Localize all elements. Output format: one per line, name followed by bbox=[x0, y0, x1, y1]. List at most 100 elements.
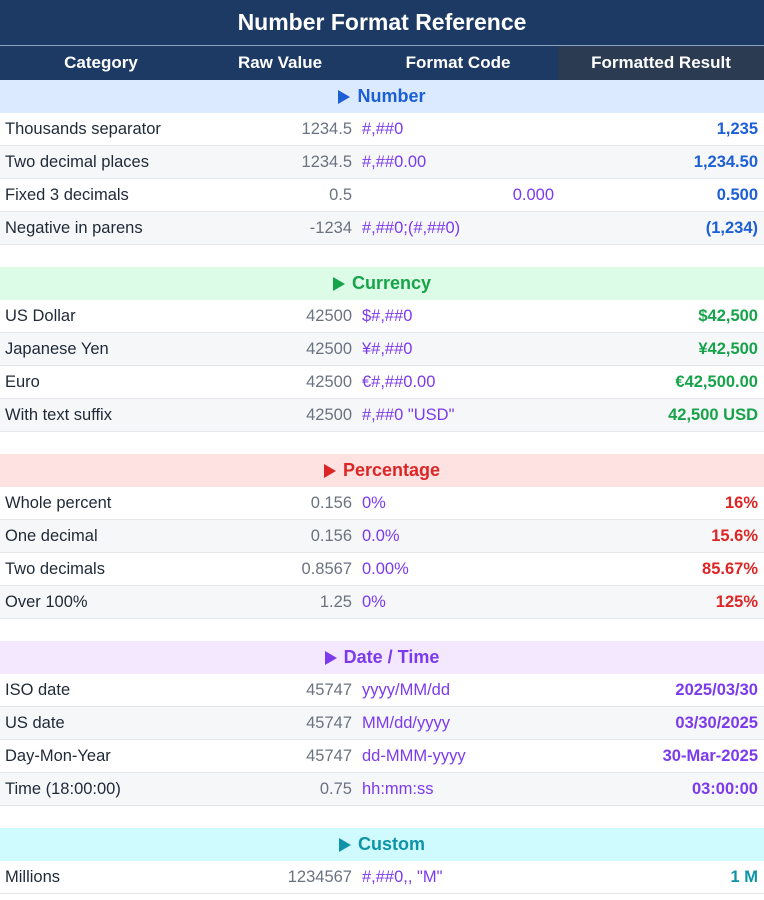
format-code-cell: 0.000 bbox=[512, 185, 554, 204]
raw-value-cell: 42500 bbox=[306, 339, 352, 358]
section-spacer bbox=[0, 806, 764, 828]
category-cell: Over 100% bbox=[5, 592, 88, 611]
section-header[interactable]: Currency bbox=[0, 267, 764, 300]
formatted-result-cell: 15.6% bbox=[711, 526, 758, 545]
expand-triangle-icon[interactable] bbox=[323, 463, 336, 478]
category-cell: Whole percent bbox=[5, 493, 112, 512]
raw-value-cell: 1234567 bbox=[287, 867, 352, 886]
table-row[interactable]: Fixed 3 decimals 0.5 0.000 0.500 bbox=[0, 179, 764, 212]
raw-value-cell: 1234.5 bbox=[301, 119, 352, 138]
format-code-cell: #,##0 bbox=[362, 119, 404, 138]
table-row[interactable]: ISO date 45747 yyyy/MM/dd 2025/03/30 bbox=[0, 674, 764, 707]
formatted-result-cell: 2025/03/30 bbox=[675, 680, 758, 699]
table-row[interactable]: One decimal 0.156 0.0% 15.6% bbox=[0, 520, 764, 553]
section-title: Number bbox=[357, 86, 426, 106]
format-code-cell: hh:mm:ss bbox=[362, 779, 434, 798]
raw-value-cell: 45747 bbox=[306, 713, 352, 732]
table-header: Category Raw Value Format Code Formatted… bbox=[0, 45, 764, 80]
section-title: Date / Time bbox=[343, 647, 440, 667]
raw-value-cell: -1234 bbox=[309, 218, 352, 237]
raw-value-cell: 0.75 bbox=[319, 779, 352, 798]
raw-value-cell: 0.156 bbox=[310, 526, 352, 545]
section-title: Currency bbox=[351, 273, 432, 293]
category-cell: Euro bbox=[5, 372, 40, 391]
column-header-category[interactable]: Category bbox=[64, 53, 138, 72]
formatted-result-cell: $42,500 bbox=[698, 306, 758, 325]
column-header-format-code[interactable]: Format Code bbox=[405, 53, 511, 72]
formatted-result-cell: 0.500 bbox=[716, 185, 758, 204]
format-code-cell: 0.0% bbox=[362, 526, 400, 545]
formatted-result-cell: 125% bbox=[715, 592, 758, 611]
table-row[interactable]: Day-Mon-Year 45747 dd-MMM-yyyy 30-Mar-2025 bbox=[0, 740, 764, 773]
table-row[interactable]: Two decimal places 1234.5 #,##0.00 1,234.50 bbox=[0, 146, 764, 179]
format-code-cell: #,##0;(#,##0) bbox=[362, 218, 461, 237]
raw-value-cell: 1234.5 bbox=[301, 152, 352, 171]
table-row[interactable]: Over 100% 1.25 0% 125% bbox=[0, 586, 764, 619]
category-cell: Day-Mon-Year bbox=[5, 746, 111, 765]
table-row[interactable]: Negative in parens -1234 #,##0;(#,##0) (1,2… bbox=[0, 212, 764, 245]
table-row[interactable]: Euro 42500 €#,##0.00 €42,500.00 bbox=[0, 366, 764, 399]
formatted-result-cell: €42,500.00 bbox=[675, 372, 758, 391]
format-code-cell: #,##0,, "M" bbox=[362, 867, 443, 886]
formatted-result-cell: 1,235 bbox=[716, 119, 758, 138]
format-code-cell: #,##0 "USD" bbox=[362, 405, 455, 424]
formatted-result-cell: 42,500 USD bbox=[668, 405, 758, 424]
category-cell: With text suffix bbox=[5, 405, 112, 424]
raw-value-cell: 45747 bbox=[306, 746, 352, 765]
expand-triangle-icon[interactable] bbox=[332, 276, 345, 291]
table-row[interactable]: Thousands separator 1234.5 #,##0 1,235 bbox=[0, 113, 764, 146]
formatted-result-cell: 03:00:00 bbox=[691, 779, 758, 798]
category-cell: Fixed 3 decimals bbox=[5, 185, 129, 204]
column-header-raw-value[interactable]: Raw Value bbox=[237, 53, 323, 72]
section-spacer bbox=[0, 619, 764, 641]
column-header-formatted-result[interactable]: Formatted Result bbox=[558, 46, 764, 80]
raw-value-cell: 42500 bbox=[306, 372, 352, 391]
table-row[interactable]: US date 45747 MM/dd/yyyy 03/30/2025 bbox=[0, 707, 764, 740]
table-row[interactable]: Whole percent 0.156 0% 16% bbox=[0, 487, 764, 520]
table-row[interactable]: Japanese Yen 42500 ¥#,##0 ¥42,500 bbox=[0, 333, 764, 366]
section-header[interactable]: Custom bbox=[0, 828, 764, 861]
section-header[interactable]: Percentage bbox=[0, 454, 764, 487]
table-row[interactable]: Millions 1234567 #,##0,, "M" 1 M bbox=[0, 861, 764, 894]
table-body: Number Thousands separator 1234.5 #,##0 1,23… bbox=[0, 80, 764, 894]
expand-triangle-icon[interactable] bbox=[339, 837, 351, 852]
page-title: Number Format Reference bbox=[0, 0, 764, 45]
format-code-cell: yyyy/MM/dd bbox=[362, 680, 451, 699]
category-cell: US date bbox=[5, 713, 65, 732]
raw-value-cell: 0.5 bbox=[329, 185, 352, 204]
formatted-result-cell: 1,234.50 bbox=[693, 152, 758, 171]
table-row[interactable]: Time (18:00:00) 0.75 hh:mm:ss 03:00:00 bbox=[0, 773, 764, 806]
section-header[interactable]: Number bbox=[0, 80, 764, 113]
table-row[interactable]: Two decimals 0.8567 0.00% 85.67% bbox=[0, 553, 764, 586]
category-cell: Two decimal places bbox=[5, 152, 149, 171]
raw-value-cell: 1.25 bbox=[319, 592, 352, 611]
raw-value-cell: 45747 bbox=[306, 680, 352, 699]
section-spacer bbox=[0, 432, 764, 454]
expand-triangle-icon[interactable] bbox=[324, 650, 337, 665]
category-cell: US Dollar bbox=[5, 306, 76, 325]
section-header[interactable]: Date / Time bbox=[0, 641, 764, 674]
section-title: Custom bbox=[358, 834, 425, 854]
format-code-cell: 0% bbox=[362, 493, 386, 512]
formatted-result-cell: ¥42,500 bbox=[698, 339, 758, 358]
table-row[interactable]: US Dollar 42500 $#,##0 $42,500 bbox=[0, 300, 764, 333]
table-row[interactable]: With text suffix 42500 #,##0 "USD" 42,500 U… bbox=[0, 399, 764, 432]
formatted-result-cell: (1,234) bbox=[705, 218, 758, 237]
raw-value-cell: 0.8567 bbox=[301, 559, 352, 578]
category-cell: Time (18:00:00) bbox=[5, 779, 121, 798]
category-cell: Millions bbox=[5, 867, 61, 886]
format-code-cell: MM/dd/yyyy bbox=[362, 713, 451, 732]
formatted-result-cell: 30-Mar-2025 bbox=[662, 746, 758, 765]
raw-value-cell: 42500 bbox=[306, 306, 352, 325]
raw-value-cell: 0.156 bbox=[310, 493, 352, 512]
format-code-cell: 0.00% bbox=[362, 559, 409, 578]
section-spacer bbox=[0, 245, 764, 267]
category-cell: ISO date bbox=[5, 680, 71, 699]
category-cell: Japanese Yen bbox=[5, 339, 109, 358]
expand-triangle-icon[interactable] bbox=[338, 89, 351, 104]
raw-value-cell: 42500 bbox=[306, 405, 352, 424]
format-code-cell: dd-MMM-yyyy bbox=[362, 746, 466, 765]
category-cell: Thousands separator bbox=[5, 119, 161, 138]
format-code-cell: €#,##0.00 bbox=[362, 372, 436, 391]
format-code-cell: 0% bbox=[362, 592, 386, 611]
